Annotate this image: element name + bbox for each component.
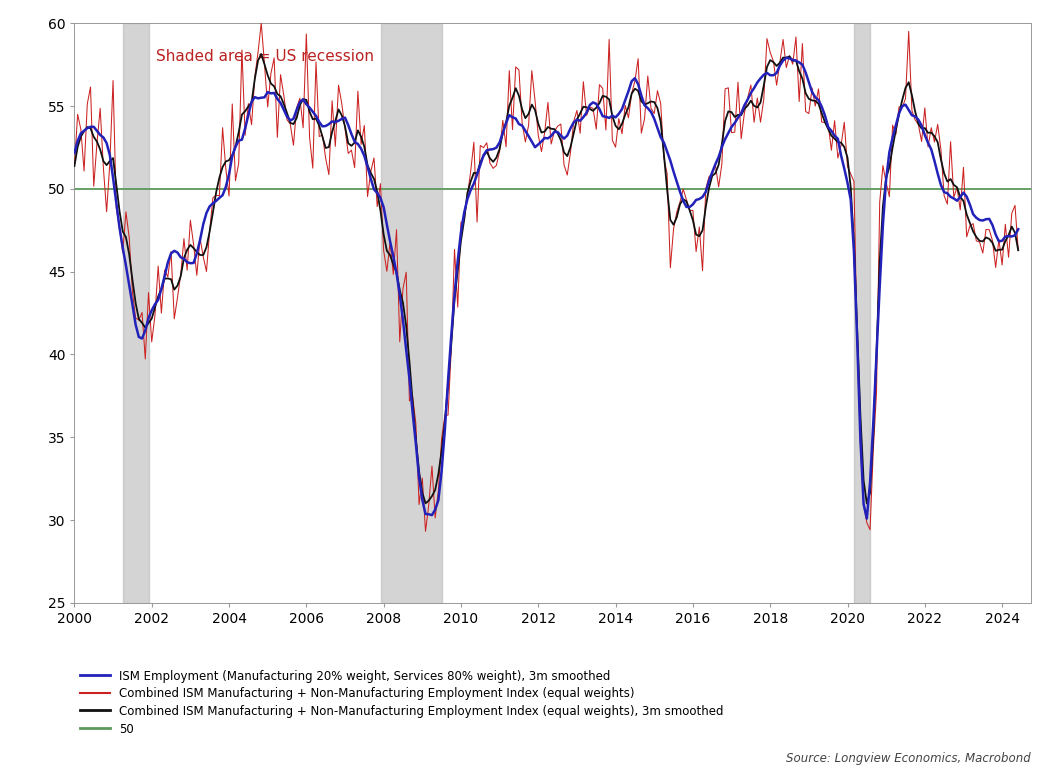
- Bar: [122, 23, 149, 603]
- Bar: [381, 23, 441, 603]
- Text: Source: Longview Economics, Macrobond: Source: Longview Economics, Macrobond: [787, 752, 1031, 765]
- Text: Shaded area = US recession: Shaded area = US recession: [156, 49, 374, 64]
- Bar: [854, 23, 870, 603]
- Legend: ISM Employment (Manufacturing 20% weight, Services 80% weight), 3m smoothed, Com: ISM Employment (Manufacturing 20% weight…: [81, 669, 724, 736]
